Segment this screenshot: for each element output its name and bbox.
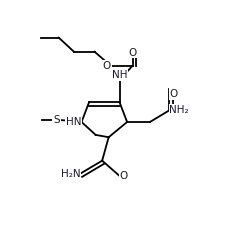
Text: NH₂: NH₂ [169,105,188,115]
Text: HN: HN [66,117,81,127]
Text: O: O [102,61,110,71]
Text: H₂N: H₂N [61,169,80,179]
Text: O: O [169,89,177,99]
Text: O: O [119,171,127,181]
Text: S: S [53,115,60,125]
Text: O: O [128,48,136,58]
Text: NH: NH [111,70,127,80]
